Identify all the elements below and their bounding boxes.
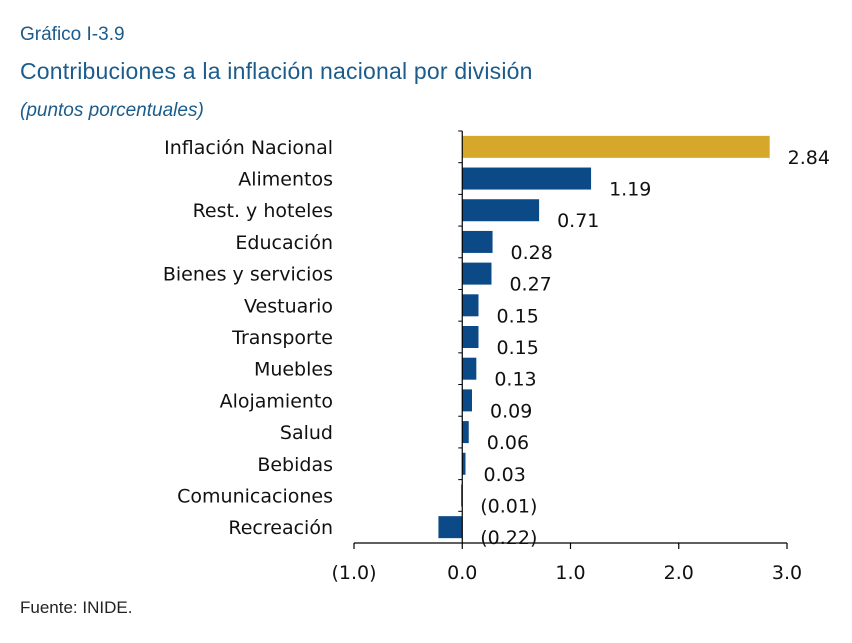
data-label: 0.15 bbox=[496, 337, 538, 359]
category-label: Muebles bbox=[254, 359, 333, 381]
bar-2 bbox=[462, 199, 540, 222]
data-label: 0.13 bbox=[494, 369, 536, 391]
data-label: 0.09 bbox=[490, 400, 532, 422]
value-tick-label: 3.0 bbox=[772, 562, 802, 584]
data-label: (0.22) bbox=[480, 527, 537, 549]
bar-9 bbox=[462, 421, 469, 444]
data-label: 0.06 bbox=[487, 432, 529, 454]
bar-4 bbox=[462, 262, 492, 285]
bar-6 bbox=[462, 326, 479, 348]
value-tick-label: 0.0 bbox=[447, 562, 477, 584]
value-tick-label: (1.0) bbox=[331, 562, 376, 584]
chart-subtitle: (puntos porcentuales) bbox=[20, 100, 204, 121]
chart-kicker: Gráfico I-3.9 bbox=[20, 24, 125, 45]
category-label: Salud bbox=[280, 422, 333, 444]
axes-group bbox=[353, 130, 788, 549]
data-label: 0.15 bbox=[496, 305, 538, 327]
bar-12 bbox=[438, 516, 463, 539]
category-label: Comunicaciones bbox=[177, 485, 333, 507]
bar-8 bbox=[462, 389, 472, 412]
value-tick-label: 2.0 bbox=[664, 562, 694, 584]
bars-group bbox=[438, 135, 770, 539]
data-label: 0.28 bbox=[511, 242, 553, 264]
bar-1 bbox=[462, 167, 592, 190]
data-label: 0.71 bbox=[557, 210, 599, 232]
bar-10 bbox=[462, 452, 466, 475]
category-label: Educación bbox=[235, 232, 333, 254]
bar-0 bbox=[462, 135, 770, 158]
data-label: 1.19 bbox=[609, 179, 651, 201]
labels-group: Inflación Nacional 2.84 Alimentos 1.19 Rest.… bbox=[163, 137, 830, 584]
data-label: 0.03 bbox=[483, 464, 525, 486]
data-label: 2.84 bbox=[788, 147, 830, 169]
category-label: Alojamiento bbox=[220, 390, 333, 412]
bar-3 bbox=[462, 230, 493, 253]
category-label: Transporte bbox=[231, 327, 333, 349]
source-note: Fuente: INIDE. bbox=[20, 598, 133, 617]
bar-5 bbox=[462, 294, 479, 317]
category-label: Inflación Nacional bbox=[164, 137, 333, 159]
category-label: Alimentos bbox=[238, 169, 333, 191]
bar-7 bbox=[462, 357, 477, 380]
category-label: Recreación bbox=[228, 517, 333, 539]
chart-title: Contribuciones a la inflación nacional p… bbox=[20, 58, 533, 84]
category-label: Bebidas bbox=[257, 454, 333, 476]
category-label: Rest. y hoteles bbox=[193, 200, 333, 222]
data-label: (0.01) bbox=[480, 495, 537, 517]
category-label: Bienes y servicios bbox=[163, 264, 333, 286]
category-label: Vestuario bbox=[244, 295, 333, 317]
data-label: 0.27 bbox=[509, 274, 551, 296]
value-tick-label: 1.0 bbox=[555, 562, 585, 584]
